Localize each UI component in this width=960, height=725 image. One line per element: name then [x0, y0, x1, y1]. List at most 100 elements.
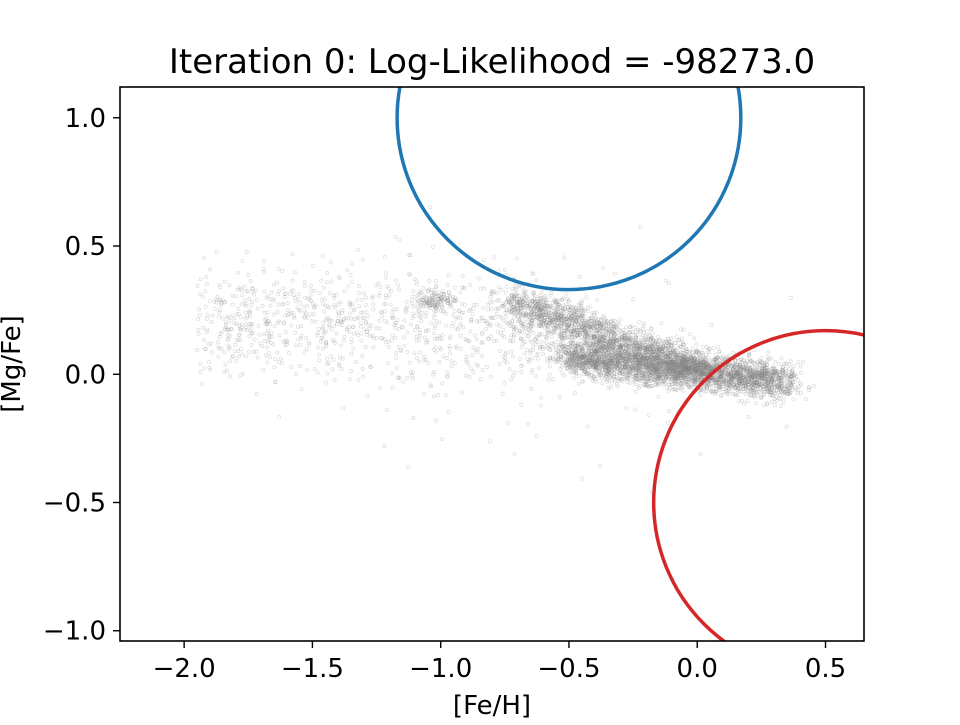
- scatter-point: [633, 353, 638, 358]
- scatter-point: [678, 356, 683, 361]
- scatter-point: [667, 366, 672, 370]
- scatter-point: [761, 403, 766, 408]
- scatter-point: [540, 352, 545, 357]
- scatter-point: [674, 360, 678, 365]
- scatter-point: [668, 342, 673, 347]
- scatter-point: [694, 357, 699, 362]
- scatter-point: [602, 320, 607, 325]
- scatter-point: [668, 371, 673, 376]
- scatter-point: [779, 356, 784, 361]
- scatter-point: [512, 302, 517, 307]
- scatter-point: [581, 323, 586, 328]
- scatter-point: [531, 315, 536, 319]
- scatter-point: [666, 337, 671, 341]
- scatter-point: [596, 340, 601, 344]
- scatter-point: [584, 334, 589, 338]
- scatter-point: [539, 319, 544, 324]
- scatter-point: [655, 366, 660, 371]
- scatter-point: [699, 357, 704, 362]
- scatter-point: [669, 360, 674, 365]
- scatter-point: [588, 325, 592, 330]
- scatter-point: [532, 300, 537, 305]
- scatter-point: [676, 350, 680, 355]
- scatter-point: [596, 321, 601, 325]
- scatter-point: [693, 369, 698, 374]
- scatter-point: [654, 346, 659, 351]
- scatter-point: [569, 316, 574, 321]
- scatter-point: [680, 358, 684, 363]
- scatter-point: [679, 362, 684, 367]
- scatter-point: [579, 313, 584, 318]
- scatter-point: [550, 320, 554, 325]
- scatter-point: [572, 309, 577, 314]
- scatter-point: [684, 359, 689, 364]
- scatter-point: [603, 318, 608, 323]
- scatter-point: [711, 376, 716, 381]
- scatter-point: [637, 358, 642, 363]
- scatter-point: [538, 305, 543, 310]
- scatter-point: [630, 332, 635, 337]
- scatter-point: [661, 343, 666, 348]
- scatter-point: [617, 338, 622, 343]
- scatter-point: [559, 313, 564, 318]
- scatter-point: [689, 360, 694, 365]
- scatter-point: [513, 307, 518, 312]
- scatter-point: [559, 313, 563, 318]
- scatter-point: [788, 359, 793, 364]
- scatter-point: [796, 360, 801, 365]
- scatter-point: [519, 320, 524, 325]
- scatter-point: [562, 330, 567, 335]
- scatter-point: [542, 312, 547, 317]
- scatter-point: [655, 350, 660, 355]
- scatter-point: [573, 306, 578, 311]
- scatter-point: [702, 357, 707, 362]
- scatter-point: [649, 343, 654, 348]
- scatter-point: [679, 358, 684, 363]
- scatter-point: [537, 314, 542, 319]
- scatter-point: [513, 306, 518, 311]
- scatter-point: [644, 345, 649, 350]
- scatter-point: [664, 367, 668, 372]
- scatter-point: [582, 329, 587, 334]
- scatter-point: [635, 356, 640, 361]
- scatter-point: [659, 321, 664, 326]
- scatter-point: [521, 303, 526, 308]
- scatter-point: [587, 330, 592, 335]
- scatter-point: [585, 306, 590, 310]
- scatter-point: [791, 397, 796, 402]
- scatter-point: [560, 307, 565, 312]
- scatter-point: [661, 343, 666, 348]
- scatter-point: [516, 307, 521, 312]
- scatter-point: [678, 360, 683, 365]
- scatter-point: [645, 345, 650, 350]
- scatter-point: [602, 354, 606, 359]
- scatter-point: [636, 344, 641, 348]
- scatter-point: [668, 353, 673, 358]
- scatter-point: [534, 312, 539, 317]
- scatter-point: [625, 347, 630, 352]
- scatter-point: [616, 337, 621, 342]
- scatter-point: [559, 297, 564, 302]
- scatter-point: [575, 328, 580, 333]
- scatter-point: [538, 298, 543, 303]
- scatter-point: [646, 356, 651, 360]
- scatter-point: [609, 320, 613, 324]
- scatter-point: [645, 350, 650, 355]
- scatter-point: [543, 312, 548, 317]
- scatter-point: [609, 338, 614, 343]
- scatter-point: [602, 329, 607, 333]
- scatter-point: [574, 317, 579, 322]
- scatter-point: [614, 357, 619, 362]
- scatter-point: [776, 361, 781, 366]
- scatter-point: [527, 302, 532, 307]
- scatter-point: [633, 325, 637, 330]
- scatter-point: [680, 366, 685, 371]
- scatter-point: [665, 340, 670, 345]
- scatter-point: [620, 333, 625, 338]
- scatter-point: [579, 301, 584, 306]
- scatter-point: [531, 316, 535, 321]
- scatter-point: [636, 355, 641, 360]
- scatter-point: [666, 365, 671, 370]
- scatter-point: [624, 346, 629, 351]
- scatter-point: [622, 333, 627, 338]
